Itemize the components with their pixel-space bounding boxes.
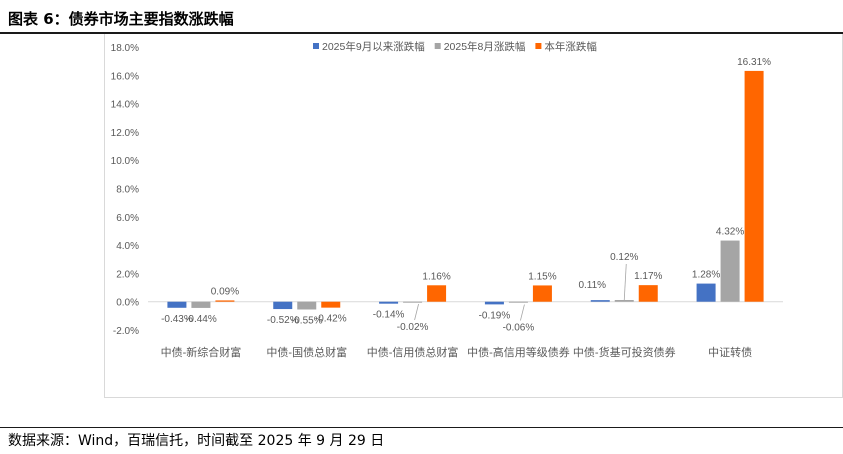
bar-2 <box>191 301 211 308</box>
bar-3 <box>532 285 552 302</box>
y-tick-label: 18.0% <box>111 43 139 54</box>
figure-title: 图表 6：债券市场主要指数涨跌幅 <box>8 10 234 28</box>
data-label: 4.32% <box>716 227 744 238</box>
data-label: -0.42% <box>315 314 347 325</box>
data-label: -0.44% <box>185 314 217 325</box>
leader-line <box>520 304 525 321</box>
data-label: 0.11% <box>578 280 606 291</box>
y-tick-label: -2.0% <box>113 326 139 337</box>
x-tick-label: 中债-国债总财富 <box>266 345 347 359</box>
bar-1 <box>167 301 187 308</box>
leader-line <box>414 303 419 321</box>
y-tick-label: 2.0% <box>116 269 139 280</box>
bar-1 <box>484 301 504 305</box>
y-tick-label: 8.0% <box>116 185 139 196</box>
bar-3 <box>744 70 764 302</box>
x-tick-label: 中债-高信用等级债券 <box>467 345 570 359</box>
bar-2 <box>720 240 740 302</box>
bar-2 <box>614 300 634 302</box>
y-tick-label: 14.0% <box>111 100 139 111</box>
data-label: 16.31% <box>737 57 771 68</box>
legend-swatch <box>535 43 542 49</box>
bar-3 <box>638 285 658 302</box>
bar-1 <box>696 283 716 302</box>
data-label: 1.16% <box>422 271 450 282</box>
bar-2 <box>508 301 528 303</box>
source-rule <box>0 427 843 428</box>
data-label: -0.19% <box>479 310 511 321</box>
title-rule <box>0 32 843 34</box>
bar-3 <box>215 300 235 302</box>
data-label: 1.15% <box>528 271 556 282</box>
x-tick-label: 中债-信用债总财富 <box>367 345 459 359</box>
bar-3 <box>321 301 341 308</box>
y-tick-label: 12.0% <box>111 128 139 139</box>
bar-2 <box>403 301 423 303</box>
y-tick-label: 16.0% <box>111 71 139 82</box>
y-tick-label: 6.0% <box>116 213 139 224</box>
y-tick-label: 0.0% <box>116 298 139 309</box>
data-label: 0.12% <box>610 252 638 263</box>
legend-label: 2025年9月以来涨跌幅 <box>322 40 425 53</box>
legend-swatch <box>313 43 319 49</box>
legend-label: 本年涨跌幅 <box>544 40 597 53</box>
data-label: 1.17% <box>634 271 662 282</box>
legend-swatch <box>434 43 441 49</box>
data-label: 0.09% <box>211 286 239 297</box>
data-label: -0.55% <box>291 315 323 326</box>
bar-1 <box>379 301 399 304</box>
x-tick-label: 中证转债 <box>708 345 752 359</box>
data-label: -0.14% <box>373 310 405 321</box>
data-label: -0.43% <box>161 314 193 325</box>
source-note: 数据来源：Wind，百瑞信托，时间截至 2025 年 9 月 29 日 <box>8 433 385 449</box>
bar-2 <box>297 301 317 310</box>
data-label: 1.28% <box>692 270 720 281</box>
legend-label: 2025年8月涨跌幅 <box>444 40 526 53</box>
y-tick-label: 10.0% <box>111 156 139 167</box>
bar-3 <box>427 285 447 302</box>
x-tick-label: 中债-新综合财富 <box>161 345 242 359</box>
bar-1 <box>273 301 293 310</box>
bar-1 <box>590 300 610 302</box>
leader-line <box>623 263 627 301</box>
data-label: -0.06% <box>503 323 535 334</box>
data-label: -0.52% <box>267 315 299 326</box>
data-label: -0.02% <box>397 322 429 333</box>
y-tick-label: 4.0% <box>116 241 139 252</box>
x-tick-label: 中债-货基可投资债券 <box>573 345 676 359</box>
